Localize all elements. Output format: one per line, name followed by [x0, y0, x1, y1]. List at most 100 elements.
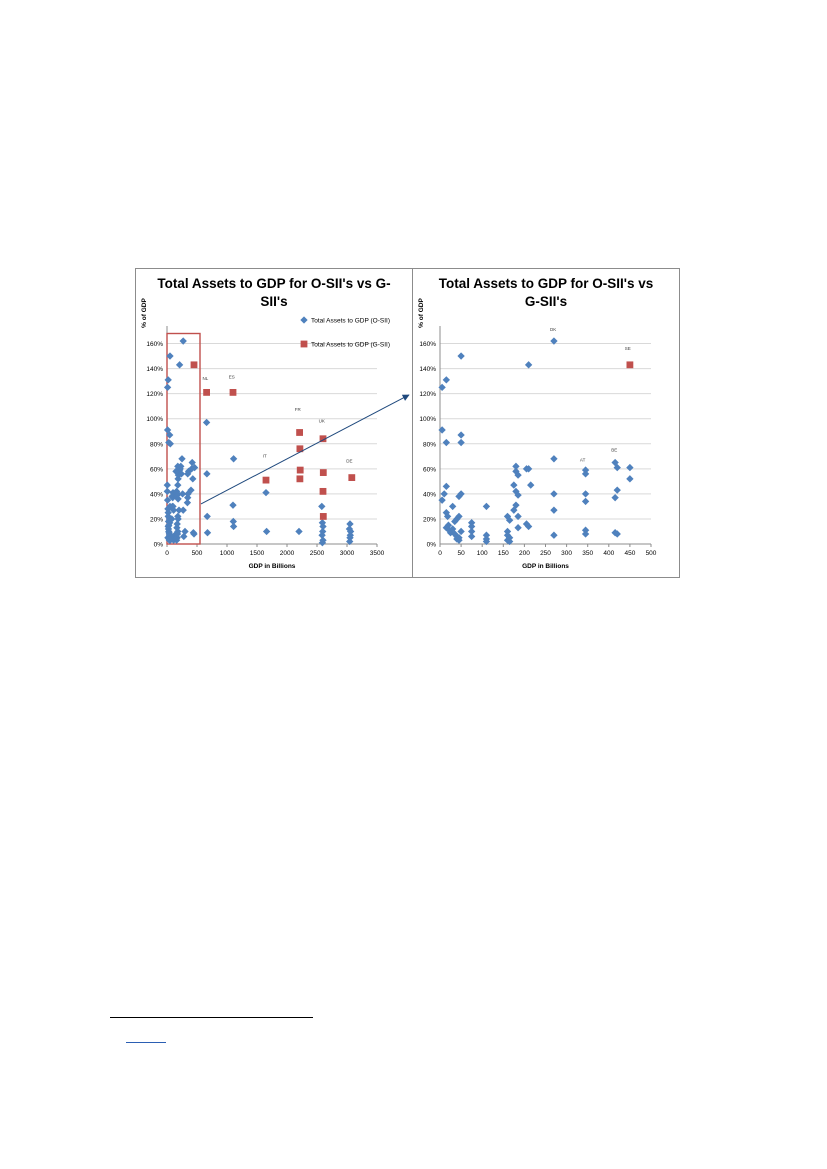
chart-title-line: Total Assets to GDP for O-SII's vs G- — [157, 276, 390, 291]
x-tick-label: 350 — [582, 550, 593, 557]
scatter-chart-zoom: Total Assets to GDP for O-SII's vs G-SII'… — [418, 276, 657, 570]
legend-label-gsii: Total Assets to GDP (G-SII) — [311, 342, 390, 349]
x-tick-label: 2000 — [280, 550, 295, 557]
y-tick-label: 0% — [427, 542, 437, 549]
chart-figure: Total Assets to GDP for O-SII's vs G- SII… — [135, 268, 680, 578]
x-tick-label: 400 — [603, 550, 614, 557]
osii-data-point — [346, 520, 354, 528]
osii-data-point — [467, 532, 476, 541]
country-label: UK — [319, 418, 325, 423]
chart-panel-full: Total Assets to GDP for O-SII's vs G- SII… — [136, 269, 413, 577]
gsii-data-point — [229, 388, 237, 396]
osii-data-point — [626, 463, 634, 472]
osii-data-point — [448, 502, 457, 511]
y-tick-label: 120% — [419, 391, 436, 398]
osii-data-point — [514, 524, 522, 532]
osii-data-point — [512, 462, 520, 470]
osii-data-point — [229, 501, 237, 509]
osii-data-point — [318, 502, 326, 511]
y-tick-label: 40% — [423, 491, 436, 498]
gsii-data-point — [296, 445, 304, 453]
country-label: DE — [346, 459, 352, 464]
y-tick-label: 0% — [154, 542, 164, 549]
y-tick-label: 100% — [419, 416, 436, 423]
chart-panel-zoom: Total Assets to GDP for O-SII's vs G-SII'… — [413, 269, 679, 577]
y-tick-label: 100% — [146, 416, 163, 423]
x-tick-label: 0 — [438, 550, 442, 557]
y-tick-label: 60% — [423, 466, 436, 473]
gsii-data-point — [296, 466, 304, 474]
osii-data-point — [457, 490, 465, 498]
gsii-data-point — [626, 361, 634, 369]
osii-data-point — [457, 352, 465, 360]
osii-data-point — [581, 466, 590, 474]
x-tick-label: 0 — [165, 550, 169, 557]
gsii-data-point — [319, 487, 327, 495]
y-tick-label: 20% — [423, 516, 436, 523]
osii-data-point — [175, 361, 184, 369]
y-tick-label: 60% — [150, 466, 163, 473]
gsii-data-point — [203, 388, 210, 396]
osii-data-point — [262, 488, 270, 497]
gsii-data-point — [262, 476, 270, 484]
y-tick-label: 140% — [419, 366, 436, 373]
osii-data-point — [524, 361, 533, 369]
osii-data-point — [262, 527, 271, 536]
osii-data-point — [581, 530, 590, 538]
osii-data-point — [174, 481, 182, 489]
osii-data-point — [581, 497, 590, 506]
osii-data-point — [626, 475, 634, 483]
osii-data-point — [174, 490, 182, 498]
osii-data-point — [181, 527, 189, 536]
osii-data-point — [581, 470, 590, 478]
osii-data-point — [581, 490, 590, 498]
x-tick-label: 150 — [498, 550, 509, 557]
scatter-chart-full: Total Assets to GDP for O-SII's vs G- SII… — [141, 276, 391, 570]
y-tick-label: 140% — [146, 366, 163, 373]
osii-data-point — [229, 517, 237, 526]
chart-title-line: SII's — [260, 294, 287, 309]
osii-data-point — [550, 455, 558, 463]
osii-data-point — [482, 502, 491, 511]
country-label: FR — [295, 407, 302, 412]
legend-marker-gsii — [300, 340, 308, 348]
osii-data-point — [505, 537, 514, 546]
country-label: BE — [611, 447, 617, 452]
country-label: AT — [580, 457, 586, 462]
osii-data-point — [442, 438, 451, 447]
chart-title-line: Total Assets to GDP for O-SII's vs — [439, 276, 654, 291]
x-tick-label: 500 — [192, 550, 203, 557]
x-axis-title: GDP in Billions — [249, 563, 296, 570]
osii-data-point — [166, 440, 174, 448]
osii-data-point — [550, 490, 558, 498]
osii-data-point — [190, 530, 198, 538]
x-tick-label: 3500 — [370, 550, 385, 557]
osii-data-point — [550, 506, 558, 514]
footnote-link[interactable] — [126, 1030, 166, 1043]
osii-data-point — [187, 486, 195, 494]
osii-data-point — [179, 506, 187, 514]
osii-data-point — [482, 537, 491, 546]
x-tick-label: 200 — [519, 550, 530, 557]
x-tick-label: 450 — [624, 550, 635, 557]
osii-data-point — [163, 383, 172, 392]
y-tick-label: 20% — [150, 516, 163, 523]
gsii-data-point — [296, 429, 303, 436]
osii-data-point — [202, 418, 211, 427]
osii-data-point — [203, 529, 212, 537]
x-tick-label: 50 — [457, 550, 465, 557]
osii-data-point — [179, 337, 187, 345]
osii-data-point — [505, 516, 514, 524]
osii-data-point — [611, 493, 619, 502]
osii-data-point — [203, 470, 211, 478]
gsii-data-point — [190, 361, 198, 369]
footnote-rule — [110, 1017, 313, 1018]
x-tick-label: 3000 — [340, 550, 355, 557]
country-label: DK — [550, 327, 556, 332]
osii-data-point — [442, 482, 451, 491]
y-tick-label: 160% — [146, 341, 163, 348]
osii-data-point — [164, 376, 172, 384]
x-tick-label: 500 — [646, 550, 657, 557]
legend-marker-osii — [300, 316, 308, 324]
chart-title-line: G-SII's — [525, 294, 567, 309]
